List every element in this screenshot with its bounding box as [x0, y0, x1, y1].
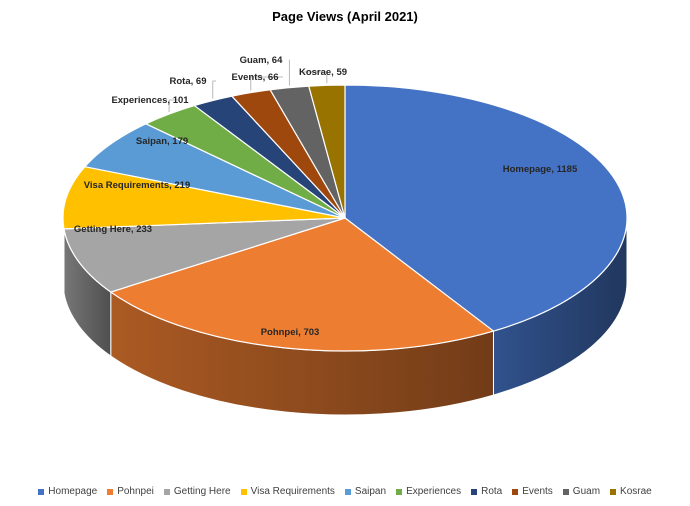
data-label-kosrae: Kosrae, 59 — [299, 67, 347, 78]
legend-item-getting-here: Getting Here — [163, 486, 231, 497]
data-label-guam: Guam, 64 — [240, 55, 283, 66]
leader-experiences — [168, 99, 178, 113]
slice-homepage — [344, 84, 628, 332]
legend-label: Guam — [572, 486, 601, 497]
slice-pohnpei — [109, 217, 495, 352]
legend-item-guam: Guam — [562, 486, 601, 497]
data-label-getting-here: Getting Here, 233 — [74, 224, 152, 235]
legend-swatch — [38, 488, 45, 495]
data-label-experiences: Experiences, 101 — [111, 95, 189, 106]
pie-tops — [62, 84, 628, 352]
legend-item-pohnpei: Pohnpei — [107, 486, 154, 497]
legend: Homepage Pohnpei Getting Here Visa Requirem… — [0, 486, 690, 497]
slice-getting-here — [63, 217, 346, 293]
pie-sides — [62, 217, 628, 416]
legend-label: Kosrae — [620, 486, 652, 497]
legend-label: Rota — [481, 486, 503, 497]
chart-title: Page Views (April 2021) — [272, 9, 418, 24]
leader-rota — [212, 80, 216, 99]
legend-swatch — [240, 488, 247, 495]
slice-visa-requirements — [62, 166, 346, 230]
legend-swatch — [107, 488, 114, 495]
slice-kosrae — [308, 84, 346, 219]
legend-label: Events — [522, 486, 553, 497]
legend-swatch — [163, 488, 170, 495]
legend-swatch — [344, 488, 351, 495]
legend-swatch — [396, 488, 403, 495]
pie-chart: Homepage, 1185 Pohnpei, 703 Getting Here, … — [62, 55, 628, 416]
legend-item-events: Events — [512, 486, 553, 497]
legend-label: Saipan — [354, 486, 387, 497]
legend-item-kosrae: Kosrae — [610, 486, 652, 497]
legend-item-saipan: Saipan — [344, 486, 387, 497]
data-label-saipan: Saipan, 179 — [136, 136, 188, 147]
legend-swatch — [512, 488, 519, 495]
legend-item-homepage: Homepage — [38, 486, 97, 497]
data-label-rota: Rota, 69 — [170, 76, 207, 87]
leader-lines — [168, 59, 328, 113]
legend-label: Visa Requirements — [250, 486, 335, 497]
legend-label: Homepage — [48, 486, 98, 497]
legend-swatch — [562, 488, 569, 495]
legend-label: Pohnpei — [117, 486, 154, 497]
legend-label: Getting Here — [173, 486, 231, 497]
legend-item-rota: Rota — [471, 486, 502, 497]
data-labels: Homepage, 1185 Pohnpei, 703 Getting Here, … — [74, 55, 578, 338]
data-label-pohnpei: Pohnpei, 703 — [261, 327, 320, 338]
legend-item-experiences: Experiences — [396, 486, 461, 497]
leader-kosrae — [301, 71, 328, 84]
legend-label: Experiences — [406, 486, 462, 497]
leader-events — [250, 76, 283, 91]
data-label-events: Events, 66 — [232, 72, 279, 83]
data-label-visa-requirements: Visa Requirements, 219 — [84, 180, 191, 191]
legend-swatch — [610, 488, 617, 495]
legend-swatch — [471, 488, 478, 495]
data-label-homepage: Homepage, 1185 — [503, 164, 578, 175]
legend-item-visa-requirements: Visa Requirements — [240, 486, 335, 497]
